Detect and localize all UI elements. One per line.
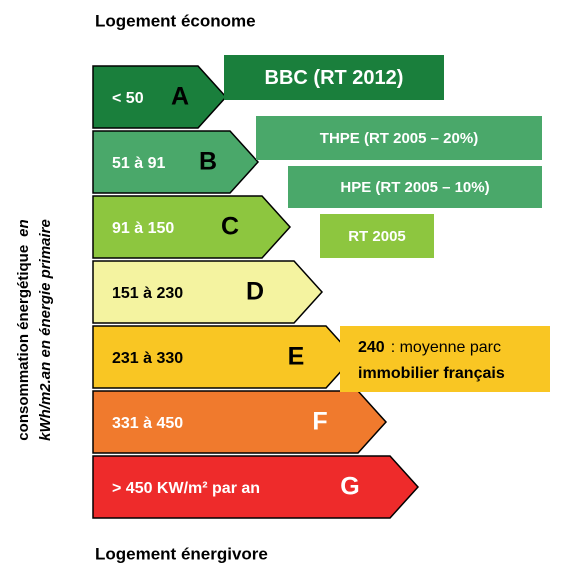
- note: 240 : moyenne parc immobilier français: [340, 326, 550, 392]
- axis-label-2: kWh/m2.an en énergie primaire: [37, 219, 54, 441]
- axis-label-1: consommation énergétique en: [15, 219, 32, 440]
- badge-box: [288, 166, 542, 208]
- class-letter: D: [246, 278, 264, 306]
- note-text: : moyenne parc: [391, 339, 501, 356]
- class-arrow: [92, 455, 420, 519]
- note-box: [340, 326, 550, 392]
- class-range: 51 à 91: [112, 155, 165, 172]
- axis-label-bold: consommation énergétique: [15, 245, 32, 441]
- badge-label: THPE (RT 2005 – 20%): [320, 130, 478, 147]
- class-range: 231 à 330: [112, 350, 183, 367]
- note-line-1: 240 : moyenne parc: [358, 339, 501, 356]
- class-letter: B: [199, 148, 217, 176]
- class-range: 331 à 450: [112, 415, 183, 432]
- badge-label: RT 2005: [348, 228, 406, 245]
- class-letter: A: [171, 83, 189, 111]
- badge-box: [224, 55, 444, 100]
- class-letter: G: [340, 473, 359, 501]
- note-line-2: immobilier français: [358, 365, 505, 382]
- class-arrow: [92, 65, 228, 129]
- class-range: 151 à 230: [112, 285, 183, 302]
- badge-label: BBC (RT 2012): [265, 67, 404, 89]
- class-arrow: [92, 130, 260, 194]
- class-letter: E: [288, 343, 305, 371]
- class-range: 91 à 150: [112, 220, 174, 237]
- class-letter: F: [312, 408, 327, 436]
- badge-label: HPE (RT 2005 – 10%): [340, 179, 489, 196]
- badge-box: [256, 116, 542, 160]
- axis-label-italic: en: [15, 219, 32, 237]
- class-arrow: [92, 195, 292, 259]
- note-value: 240: [358, 339, 385, 356]
- footer: Logement énergivore: [95, 544, 268, 563]
- class-range: < 50: [112, 90, 144, 107]
- badge-box: [320, 214, 434, 258]
- class-arrow: [92, 390, 388, 454]
- header: Logement économe: [95, 11, 256, 30]
- class-arrow: [92, 260, 324, 324]
- class-letter: C: [221, 213, 239, 241]
- class-range: > 450 KW/m² par an: [112, 480, 260, 497]
